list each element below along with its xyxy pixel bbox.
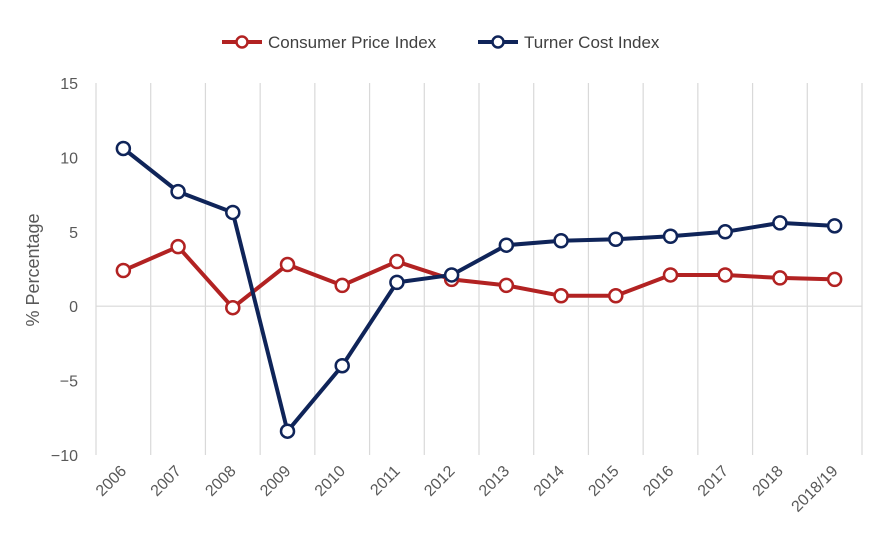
x-tick-label: 2018/19 — [789, 463, 842, 516]
data-point-tci — [717, 224, 733, 240]
y-axis-label: % Percentage — [23, 213, 43, 326]
data-point-tci — [225, 204, 241, 221]
data-point-cpi — [662, 267, 679, 283]
data-point-tci — [608, 231, 624, 247]
data-point-cpi — [608, 288, 624, 304]
x-tick-label: 2015 — [585, 463, 622, 500]
x-tick-label: 2010 — [312, 463, 349, 500]
series-layer — [115, 140, 843, 439]
data-point-tci — [443, 267, 460, 283]
y-tick-label: 0 — [69, 299, 78, 316]
legend-label-tci: Turner Cost Index — [524, 33, 660, 52]
series-line-tci — [121, 146, 837, 434]
x-tick-label: 2018 — [750, 463, 787, 500]
x-tick-label: 2009 — [257, 463, 294, 500]
x-tick-label: 2014 — [531, 463, 568, 500]
x-tick-label: 2011 — [367, 463, 403, 499]
data-point-tci — [389, 274, 405, 291]
data-point-cpi — [115, 262, 132, 279]
x-tick-label: 2007 — [148, 463, 185, 500]
series-tci — [115, 140, 843, 439]
data-point-cpi — [553, 288, 569, 304]
data-point-tci — [826, 218, 843, 234]
data-point-tci — [553, 232, 569, 249]
legend-item-cpi: Consumer Price Index — [222, 33, 437, 52]
y-tick-label: −5 — [60, 374, 78, 391]
legend: Consumer Price Index Turner Cost Index — [222, 33, 660, 52]
x-tick-label: 2006 — [93, 463, 130, 500]
data-point-tci — [115, 140, 132, 157]
data-point-tci — [170, 183, 186, 200]
y-tick-label: 10 — [60, 150, 78, 167]
y-tick-label: −10 — [51, 448, 78, 465]
data-point-tci — [334, 357, 350, 374]
x-tick-label: 2013 — [476, 463, 513, 500]
data-point-cpi — [334, 277, 350, 294]
x-tick-label: 2016 — [640, 463, 677, 500]
data-point-cpi — [717, 267, 733, 283]
data-point-cpi — [389, 253, 405, 270]
legend-marker-cpi — [235, 35, 249, 49]
data-point-cpi — [826, 271, 843, 288]
legend-marker-tci — [491, 35, 505, 49]
x-tick-label: 2008 — [202, 463, 239, 500]
grid — [95, 83, 863, 455]
series-line-cpi — [121, 244, 837, 310]
data-point-tci — [279, 423, 296, 439]
legend-label-cpi: Consumer Price Index — [268, 33, 437, 52]
data-point-tci — [662, 228, 679, 245]
x-tick-label: 2012 — [421, 463, 458, 500]
y-tick-label: 15 — [60, 76, 78, 93]
data-point-tci — [498, 237, 515, 253]
data-point-cpi — [225, 299, 241, 316]
legend-item-tci: Turner Cost Index — [478, 33, 660, 52]
x-axis-ticks: 2006 2007 2008 2009 2010 2011 2012 2013 2014 2015… — [93, 463, 842, 516]
x-tick-label: 2017 — [695, 463, 732, 500]
data-point-cpi — [498, 277, 515, 294]
data-point-cpi — [772, 270, 788, 286]
data-point-tci — [772, 215, 788, 231]
y-tick-label: 5 — [69, 225, 78, 242]
data-point-cpi — [170, 238, 186, 255]
y-axis-ticks: 15 10 5 0 −5 −10 — [51, 76, 78, 465]
data-point-cpi — [279, 256, 296, 273]
